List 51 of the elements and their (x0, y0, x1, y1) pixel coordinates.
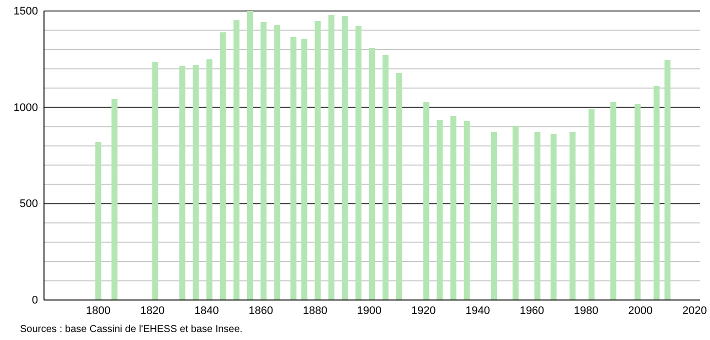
x-tick-label: 1920 (411, 304, 436, 317)
x-tick-label: 1820 (140, 304, 165, 317)
x-tick-label: 1880 (302, 304, 328, 317)
bar (550, 134, 557, 300)
bar (355, 26, 362, 300)
bar (233, 20, 240, 300)
bar (179, 66, 186, 300)
y-tick-label: 500 (20, 198, 38, 210)
bar (95, 142, 102, 300)
x-tick-label: 2000 (628, 304, 653, 317)
x-tick-label: 1940 (465, 304, 490, 317)
bar (634, 104, 641, 300)
bar (328, 15, 334, 300)
bar (192, 64, 199, 300)
bar (534, 132, 540, 300)
bar (610, 102, 616, 300)
x-tick-label: 1800 (86, 304, 110, 317)
bar (512, 126, 519, 300)
bar (342, 16, 348, 300)
bar (654, 86, 660, 300)
x-tick-label: 2020 (682, 304, 707, 317)
x-tick-label: 1900 (357, 304, 382, 317)
bar (369, 48, 375, 300)
x-tick-label: 1840 (194, 304, 219, 317)
bar (290, 37, 296, 300)
bar (396, 73, 402, 300)
bar (314, 21, 321, 300)
bar (247, 11, 254, 300)
bar (464, 121, 470, 300)
bar (450, 116, 456, 300)
bar (111, 99, 118, 300)
bar (206, 59, 212, 300)
bar (436, 120, 443, 300)
x-tick-label: 1960 (520, 304, 544, 317)
y-tick-label: 1000 (14, 102, 38, 114)
x-tick-label: 1980 (574, 304, 598, 317)
bar (490, 132, 497, 300)
source-note: Sources : base Cassini de l'EHESS et base Insee. (20, 324, 243, 335)
y-tick-label: 1500 (14, 6, 38, 18)
bar (423, 102, 430, 300)
bar (588, 109, 595, 300)
y-tick-label: 0 (32, 294, 38, 307)
bar (664, 60, 670, 300)
x-tick-label: 1860 (248, 304, 274, 317)
bar (382, 54, 389, 300)
bar (260, 22, 267, 300)
bar (152, 62, 158, 300)
bar (301, 38, 308, 300)
bar (274, 25, 280, 300)
bar (220, 32, 226, 300)
bar (570, 132, 576, 300)
